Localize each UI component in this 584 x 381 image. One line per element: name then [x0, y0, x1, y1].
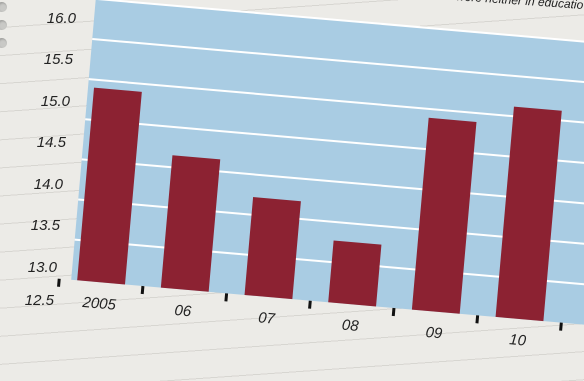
y-tick-label: 14.0 — [34, 176, 64, 193]
y-tick-label: 14.5 — [37, 134, 67, 151]
bar-09 — [411, 117, 477, 314]
x-tick — [475, 315, 480, 324]
x-tick — [559, 322, 563, 331]
bar-07 — [244, 197, 301, 300]
y-tick-label: 13.5 — [31, 217, 61, 234]
binder-hole-icon — [0, 38, 7, 48]
y-tick-label: 15.0 — [41, 93, 71, 110]
x-tick-label: 07 — [258, 309, 277, 327]
x-tick — [391, 307, 396, 317]
x-tick-label: 08 — [341, 317, 360, 335]
x-tick-label: 09 — [425, 324, 444, 342]
x-tick-label: 06 — [174, 302, 193, 320]
gridline — [95, 0, 584, 46]
bars — [77, 87, 562, 322]
y-tick-label: 16.0 — [47, 10, 77, 27]
x-tick — [140, 285, 145, 295]
x-tick-labels: 2005 06 07 08 09 10 — [81, 294, 527, 350]
binder-hole-icon — [0, 2, 7, 12]
x-ticks — [57, 278, 563, 331]
gridline — [92, 37, 584, 86]
x-tick-label: 2005 — [81, 294, 117, 314]
y-tick-label: 13.0 — [28, 259, 58, 276]
y-tick-label: 12.5 — [25, 292, 55, 309]
x-tick — [57, 278, 61, 287]
y-tick-labels: 16.0 15.5 15.0 14.5 14.0 13.5 13.0 12.5 — [25, 10, 77, 309]
bar-2005 — [77, 87, 142, 285]
y-tick-label: 15.5 — [44, 51, 74, 68]
x-tick — [224, 293, 229, 302]
bar-06 — [160, 155, 221, 292]
bar-08 — [328, 240, 382, 307]
x-tick — [308, 300, 312, 309]
binder-hole-icon — [0, 20, 7, 30]
bar-10 — [495, 106, 562, 322]
x-tick-label: 10 — [509, 331, 528, 349]
